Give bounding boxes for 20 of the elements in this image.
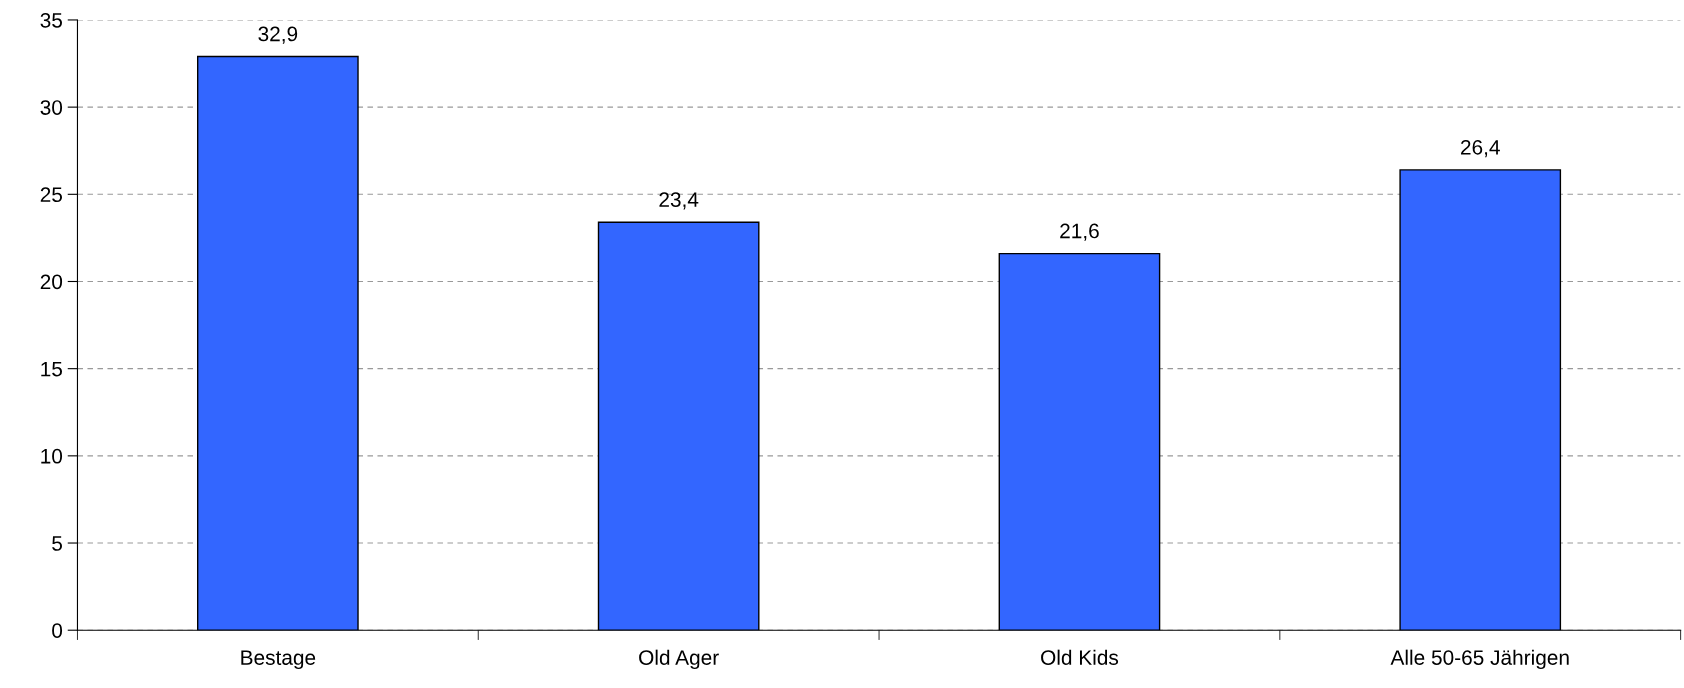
y-tick-label: 0 xyxy=(52,623,63,638)
y-tick-label: 10 xyxy=(41,448,63,464)
x-tick-label: Bestage xyxy=(241,650,316,670)
data-label: 23,4 xyxy=(659,192,699,210)
x-tick-label: Alle 50-65 Jährigen xyxy=(1390,649,1569,670)
bar xyxy=(197,55,359,631)
y-tick-label: 20 xyxy=(40,274,63,290)
data-label: 21,6 xyxy=(1060,223,1099,241)
y-tick-label: 5 xyxy=(52,536,63,551)
x-tick-label: Old Ager xyxy=(639,649,719,670)
y-tick-label: 25 xyxy=(40,187,63,203)
bar xyxy=(998,252,1161,631)
x-tick-label: Old Kids xyxy=(1041,649,1119,665)
y-tick-label: 35 xyxy=(40,12,63,28)
data-label: 26,4 xyxy=(1461,139,1500,158)
bar xyxy=(597,221,760,631)
bar xyxy=(1399,169,1562,631)
y-tick-label: 15 xyxy=(41,361,63,377)
y-tick-label: 30 xyxy=(40,100,63,115)
data-label: 32,9 xyxy=(258,26,298,44)
